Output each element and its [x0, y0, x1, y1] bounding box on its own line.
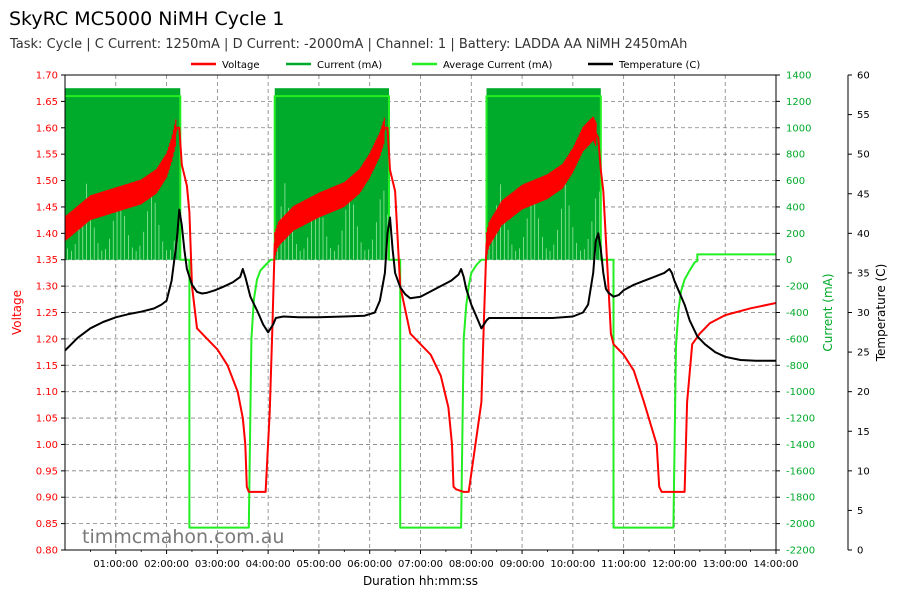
voltage-tick-label: 0.85 — [36, 519, 58, 530]
legend-label: Average Current (mA) — [443, 60, 552, 71]
current-tick-label: -800 — [786, 361, 809, 372]
voltage-tick-label: 1.55 — [36, 150, 58, 161]
voltage-ripple — [65, 119, 177, 241]
current-tick-label: 400 — [786, 202, 805, 213]
x-tick-label: 02:00:00 — [144, 559, 189, 570]
x-tick-label: 11:00:00 — [601, 559, 646, 570]
current-tick-label: 1400 — [786, 71, 811, 82]
temperature-tick-label: 45 — [857, 189, 870, 200]
x-tick-label: 10:00:00 — [550, 559, 595, 570]
x-tick-label: 05:00:00 — [296, 559, 341, 570]
voltage-tick-label: 0.95 — [36, 466, 58, 477]
voltage-tick-label: 1.00 — [36, 440, 58, 451]
x-tick-label: 14:00:00 — [754, 559, 799, 570]
voltage-axis-label: Voltage — [10, 290, 24, 335]
current-charge-block — [486, 88, 601, 260]
voltage-tick-label: 0.80 — [36, 546, 58, 557]
current-tick-label: -600 — [786, 334, 809, 345]
temperature-tick-label: 60 — [857, 71, 870, 82]
voltage-tick-label: 1.05 — [36, 414, 58, 425]
voltage-ripple — [485, 116, 597, 255]
current-tick-label: -1600 — [786, 466, 815, 477]
voltage-tick-label: 1.45 — [36, 202, 58, 213]
chart-title: SkyRC MC5000 NiMH Cycle 1 — [9, 8, 285, 30]
current-tick-label: 200 — [786, 229, 805, 240]
current-tick-label: -1800 — [786, 493, 815, 504]
voltage-tick-label: 0.90 — [36, 493, 58, 504]
current-tick-label: 1200 — [786, 97, 811, 108]
temperature-tick-label: 40 — [857, 229, 870, 240]
current-axis-label: Current (mA) — [821, 273, 835, 351]
current-tick-label: -400 — [786, 308, 809, 319]
temperature-tick-label: 10 — [857, 466, 870, 477]
temperature-tick-label: 50 — [857, 150, 870, 161]
temperature-tick-label: 55 — [857, 110, 870, 121]
x-tick-label: 08:00:00 — [449, 559, 494, 570]
voltage-tick-label: 1.25 — [36, 308, 58, 319]
temperature-tick-label: 25 — [857, 348, 870, 359]
voltage-tick-label: 1.35 — [36, 255, 58, 266]
current-tick-label: -2200 — [786, 546, 815, 557]
voltage-tick-label: 1.70 — [36, 71, 58, 82]
x-tick-label: 07:00:00 — [398, 559, 443, 570]
watermark: timmcmahon.com.au — [82, 526, 284, 548]
x-tick-label: 01:00:00 — [93, 559, 138, 570]
current-tick-label: -1400 — [786, 440, 815, 451]
temperature-axis-label: Temperature (C) — [874, 264, 888, 363]
current-tick-label: 600 — [786, 176, 805, 187]
current-charge-block — [274, 88, 390, 260]
temperature-tick-label: 30 — [857, 308, 870, 319]
x-axis-label: Duration hh:mm:ss — [363, 574, 478, 588]
current-tick-label: -200 — [786, 282, 809, 293]
average-current-line — [65, 95, 776, 529]
voltage-line — [65, 126, 776, 493]
current-tick-label: 1000 — [786, 123, 811, 134]
current-tick-label: 0 — [786, 255, 792, 266]
current-tick-label: -2000 — [786, 519, 815, 530]
voltage-tick-label: 1.60 — [36, 123, 58, 134]
temperature-line — [65, 208, 776, 362]
voltage-tick-label: 1.65 — [36, 97, 58, 108]
axes: 01:00:00 02:00:00 03:00:00 04:00:00 05:00:00… — [10, 71, 888, 589]
voltage-tick-label: 1.30 — [36, 282, 58, 293]
legend-label: Temperature (C) — [618, 60, 700, 71]
temperature-tick-label: 0 — [857, 546, 863, 557]
x-tick-label: 03:00:00 — [195, 559, 240, 570]
current-tick-label: -1200 — [786, 414, 815, 425]
x-tick-label: 06:00:00 — [347, 559, 392, 570]
temperature-tick-label: 15 — [857, 427, 870, 438]
temperature-tick-label: 5 — [857, 506, 863, 517]
x-tick-label: 13:00:00 — [703, 559, 748, 570]
legend-label: Voltage — [222, 60, 260, 71]
voltage-tick-label: 1.20 — [36, 334, 58, 345]
x-tick-label: 09:00:00 — [500, 559, 545, 570]
temperature-tick-label: 20 — [857, 387, 870, 398]
legend-label: Current (mA) — [317, 60, 382, 71]
voltage-tick-label: 1.40 — [36, 229, 58, 240]
x-tick-label: 04:00:00 — [246, 559, 291, 570]
voltage-ripple — [274, 117, 385, 256]
voltage-tick-label: 1.10 — [36, 387, 58, 398]
current-tick-label: -1000 — [786, 387, 815, 398]
voltage-tick-label: 1.15 — [36, 361, 58, 372]
current-tick-label: 800 — [786, 150, 805, 161]
x-tick-label: 12:00:00 — [652, 559, 697, 570]
temperature-tick-label: 35 — [857, 268, 870, 279]
voltage-tick-label: 1.50 — [36, 176, 58, 187]
chart-subtitle: Task: Cycle | C Current: 1250mA | D Curr… — [10, 37, 688, 52]
legend: Voltage Current (mA) Average Current (mA) T… — [191, 60, 700, 71]
